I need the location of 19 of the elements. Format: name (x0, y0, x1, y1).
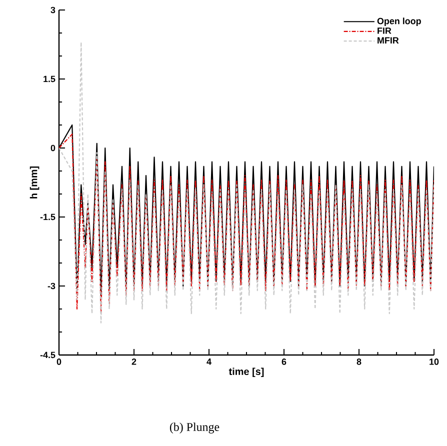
x-tick-label: 0 (56, 358, 62, 365)
x-tick-label: 10 (430, 358, 439, 365)
legend-label: FIR (378, 28, 392, 34)
x-axis-title: time [s] (228, 368, 264, 377)
y-tick-label: -3 (48, 282, 56, 290)
x-tick-label: 4 (206, 358, 212, 365)
legend-label: MFIR (378, 37, 399, 44)
y-tick-label: -4.5 (40, 352, 56, 358)
x-tick-label: 8 (356, 358, 362, 365)
y-tick-label: 3 (50, 6, 56, 14)
x-tick-label: 6 (282, 358, 286, 365)
y-tick-label: -1.5 (40, 214, 56, 220)
x-tick-label: 2 (132, 358, 136, 365)
text: (b) Plunge (170, 422, 220, 434)
legend-label: Open loop (377, 18, 421, 26)
y-tick-label: 0 (50, 144, 56, 152)
y-axis-title: h [mm] (30, 166, 40, 198)
y-tick-label: 1.5 (44, 76, 56, 82)
line-series (59, 42, 434, 324)
